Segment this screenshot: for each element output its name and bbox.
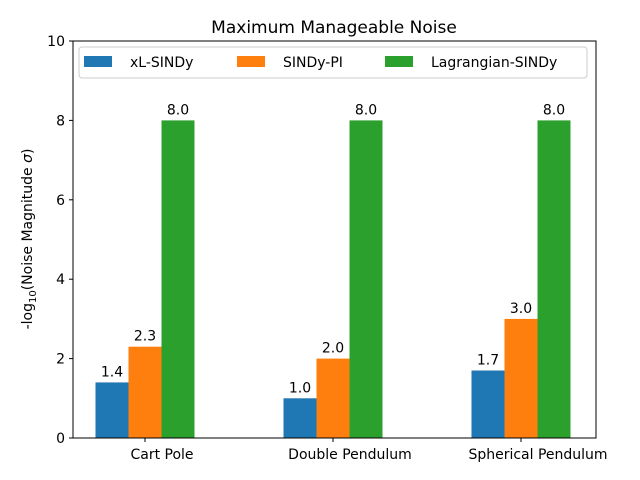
data-labels-layer: 1.4 2.3 8.0 1.0 2.0 8.0 1.7 3.0 8.0 bbox=[101, 102, 565, 396]
data-label: 1.7 bbox=[477, 353, 499, 369]
data-label: 2.0 bbox=[322, 341, 344, 357]
data-label: 8.0 bbox=[543, 102, 565, 118]
bar-sindy-pi-double-pendulum bbox=[316, 358, 350, 438]
data-label: 8.0 bbox=[355, 102, 377, 118]
data-label: 1.4 bbox=[101, 364, 123, 380]
bar-sindy-pi-spherical-pendulum bbox=[504, 318, 538, 438]
legend-label: xL-SINDy bbox=[130, 55, 193, 71]
y-tick-label: 10 bbox=[47, 34, 65, 50]
bar-lagrangian-sindy-cart-pole bbox=[161, 120, 195, 439]
y-tick-label: 0 bbox=[56, 431, 65, 447]
y-tick-label: 6 bbox=[56, 193, 65, 209]
data-label: 3.0 bbox=[510, 301, 532, 317]
bar-xl-sindy-cart-pole bbox=[95, 382, 129, 438]
data-label: 2.3 bbox=[134, 329, 156, 345]
legend-box bbox=[78, 46, 588, 79]
y-tick-label: 4 bbox=[56, 272, 65, 288]
legend-swatch bbox=[84, 56, 112, 67]
bar-xl-sindy-spherical-pendulum bbox=[471, 370, 505, 438]
plot-frame bbox=[72, 40, 597, 439]
legend-swatch bbox=[237, 56, 265, 67]
data-label: 8.0 bbox=[167, 102, 189, 118]
x-tick-label: Cart Pole bbox=[130, 447, 193, 463]
bar-lagrangian-sindy-spherical-pendulum bbox=[537, 120, 571, 439]
y-axis-label: -log10(Noise Magnitude σ) bbox=[20, 149, 39, 330]
legend-swatch bbox=[385, 56, 413, 67]
legend: xL-SINDy SINDy-PI Lagrangian-SINDy bbox=[78, 46, 588, 79]
bars-layer bbox=[95, 120, 571, 439]
x-tick-label: Spherical Pendulum bbox=[468, 447, 607, 463]
legend-label: Lagrangian-SINDy bbox=[431, 55, 557, 71]
axes-layer: 0 2 4 6 8 10 Cart Pole Double Pendulum Spherical… bbox=[47, 34, 607, 463]
chart-title: Maximum Manageable Noise bbox=[211, 18, 457, 38]
x-tick-label: Double Pendulum bbox=[288, 447, 412, 463]
bar-sindy-pi-cart-pole bbox=[128, 346, 162, 438]
y-tick-label: 2 bbox=[56, 352, 65, 368]
legend-label: SINDy-PI bbox=[283, 55, 343, 71]
data-label: 1.0 bbox=[289, 380, 311, 396]
bar-xl-sindy-double-pendulum bbox=[283, 398, 317, 438]
y-tick-label: 8 bbox=[56, 113, 65, 129]
bar-lagrangian-sindy-double-pendulum bbox=[349, 120, 383, 439]
